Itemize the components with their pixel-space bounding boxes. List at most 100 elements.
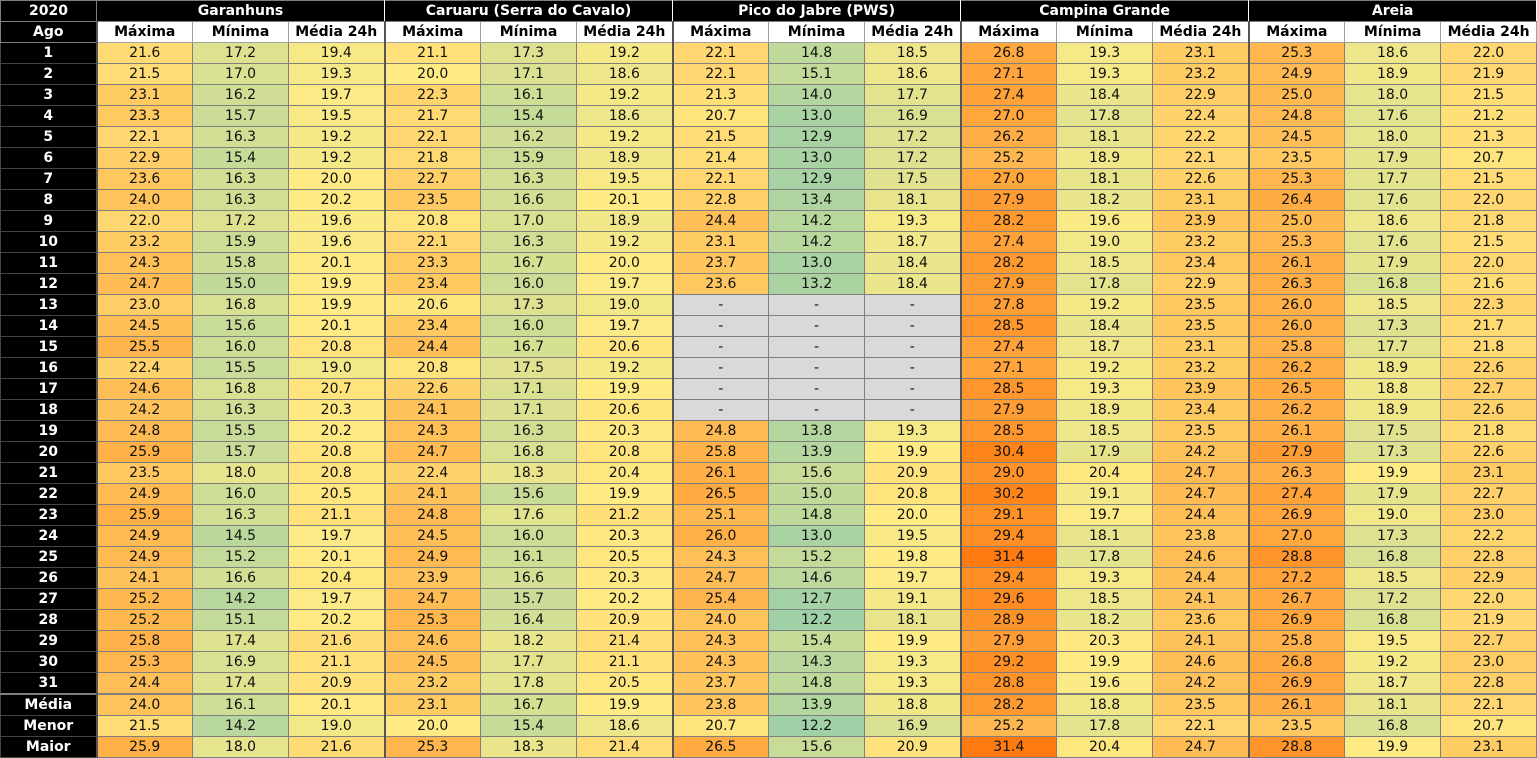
value-cell: 20.1 [287, 315, 386, 337]
value-cell: 17.9 [1344, 252, 1442, 274]
value-cell: 17.5 [864, 168, 962, 190]
value-cell: 26.0 [671, 525, 770, 547]
table-row: 30 25.3 16.9 21.1 24.5 17.7 21.1 24.3 14.3 19.3 29… [0, 651, 1537, 673]
table-row: 11 24.3 15.8 20.1 23.3 16.7 20.0 23.7 13.0 18.4 28… [0, 252, 1537, 274]
value-cell: 26.1 [1247, 693, 1346, 716]
value-cell: 21.1 [287, 651, 386, 673]
value-cell: 21.3 [671, 84, 770, 106]
value-cell: 25.0 [1247, 84, 1346, 106]
value-cell: 19.3 [1056, 42, 1154, 64]
value-cell: 23.9 [1152, 210, 1250, 232]
value-cell: 22.6 [1152, 168, 1250, 190]
value-cell: 16.1 [480, 546, 578, 568]
value-cell: 25.8 [671, 441, 770, 463]
row-label: 15 [0, 336, 97, 358]
value-cell: 21.2 [576, 504, 674, 526]
value-cell: 23.3 [95, 105, 193, 127]
value-cell: - [864, 294, 962, 316]
row-label: 28 [0, 609, 97, 631]
value-cell: 17.8 [1056, 546, 1154, 568]
value-cell: 25.2 [959, 147, 1058, 169]
value-cell: 16.4 [480, 609, 578, 631]
value-cell: 23.4 [383, 315, 482, 337]
row-label: 22 [0, 483, 97, 505]
value-cell: 19.3 [287, 63, 386, 85]
value-cell: 27.4 [959, 84, 1058, 106]
value-cell: 15.4 [768, 630, 866, 652]
table-row: 28 25.2 15.1 20.2 25.3 16.4 20.9 24.0 12.2 18.1 28… [0, 609, 1537, 631]
row-label: 23 [0, 504, 97, 526]
value-cell: 19.5 [864, 525, 962, 547]
value-cell: 12.2 [768, 609, 866, 631]
value-cell: 24.3 [95, 252, 193, 274]
row-label: 21 [0, 462, 97, 484]
value-cell: 26.0 [1247, 315, 1346, 337]
value-cell: 24.7 [671, 567, 770, 589]
value-cell: - [768, 336, 866, 358]
row-label: 30 [0, 651, 97, 673]
city-header-areia: Areia [1248, 0, 1537, 22]
value-cell: 23.8 [1152, 525, 1250, 547]
row-label: 5 [0, 126, 97, 148]
column-header: Média 24h [864, 21, 962, 43]
value-cell: 19.3 [864, 420, 962, 442]
value-cell: 16.6 [192, 567, 289, 589]
value-cell: - [671, 357, 770, 379]
value-cell: 24.3 [671, 630, 770, 652]
value-cell: - [864, 378, 962, 400]
table-row: 21 23.5 18.0 20.8 22.4 18.3 20.4 26.1 15.6 20.9 29… [0, 462, 1537, 484]
value-cell: 24.8 [383, 504, 482, 526]
row-label: Média [0, 693, 97, 716]
value-cell: 18.9 [576, 147, 674, 169]
value-cell: 25.1 [671, 504, 770, 526]
table-body: 1 21.6 17.2 19.4 21.1 17.3 19.2 22.1 14.8 18.5 26.… [0, 42, 1537, 758]
value-cell: 17.9 [1344, 147, 1442, 169]
value-cell: 18.8 [1344, 378, 1442, 400]
value-cell: 28.8 [1247, 546, 1346, 568]
value-cell: 23.6 [671, 273, 770, 295]
value-cell: 23.2 [95, 231, 193, 253]
value-cell: - [768, 357, 866, 379]
value-cell: 23.3 [383, 252, 482, 274]
value-cell: 22.7 [383, 168, 482, 190]
value-cell: 24.7 [1152, 462, 1250, 484]
value-cell: 22.1 [1440, 693, 1537, 716]
row-label: 19 [0, 420, 97, 442]
value-cell: 13.0 [768, 525, 866, 547]
value-cell: 24.7 [1152, 483, 1250, 505]
month-cell: Ago [0, 21, 97, 43]
value-cell: 19.2 [576, 84, 674, 106]
value-cell: - [864, 357, 962, 379]
value-cell: 17.2 [864, 126, 962, 148]
value-cell: 18.2 [480, 630, 578, 652]
value-cell: 22.1 [383, 231, 482, 253]
value-cell: 21.5 [95, 63, 193, 85]
value-cell: 16.3 [192, 168, 289, 190]
value-cell: 17.2 [864, 147, 962, 169]
table-row: 9 22.0 17.2 19.6 20.8 17.0 18.9 24.4 14.2 19.3 28.… [0, 210, 1537, 232]
value-cell: 23.5 [1247, 147, 1346, 169]
value-cell: 22.2 [1440, 525, 1537, 547]
value-cell: 18.3 [480, 736, 578, 758]
value-cell: 17.8 [1056, 715, 1154, 737]
value-cell: 24.1 [95, 567, 193, 589]
value-cell: 14.8 [768, 42, 866, 64]
value-cell: 18.2 [1056, 609, 1154, 631]
value-cell: 18.9 [1344, 357, 1442, 379]
value-cell: 18.6 [576, 63, 674, 85]
value-cell: 19.4 [287, 42, 386, 64]
value-cell: 23.1 [95, 84, 193, 106]
value-cell: 24.2 [95, 399, 193, 421]
value-cell: 17.3 [1344, 441, 1442, 463]
value-cell: 14.3 [768, 651, 866, 673]
value-cell: 15.6 [768, 736, 866, 758]
value-cell: 16.3 [192, 126, 289, 148]
value-cell: 19.2 [1056, 357, 1154, 379]
table-row: 23 25.9 16.3 21.1 24.8 17.6 21.2 25.1 14.8 20.0 29… [0, 504, 1537, 526]
row-label: 25 [0, 546, 97, 568]
table-row: 19 24.8 15.5 20.2 24.3 16.3 20.3 24.8 13.8 19.3 28… [0, 420, 1537, 442]
value-cell: 24.9 [95, 525, 193, 547]
value-cell: 20.3 [576, 525, 674, 547]
value-cell: 24.5 [1247, 126, 1346, 148]
value-cell: - [864, 315, 962, 337]
